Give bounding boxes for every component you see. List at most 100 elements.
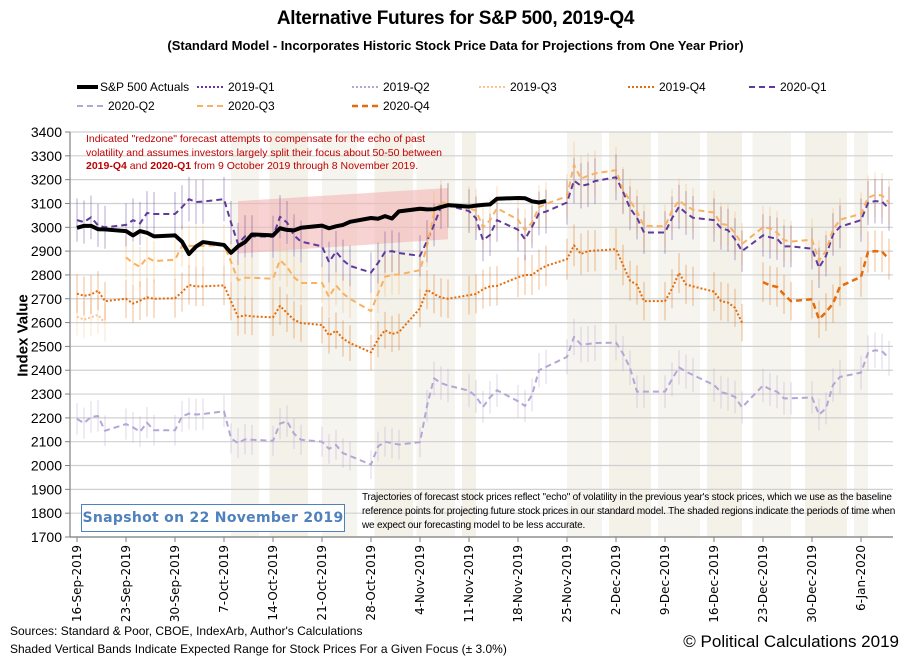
shaded-band [752,132,791,537]
y-tick-label: 2200 [31,410,62,426]
echo-annotation: Trajectories of forecast stock prices re… [362,492,896,531]
x-tick-label: 7-Oct-2019 [217,545,231,613]
y-tick-label: 1900 [31,481,62,497]
series-line-s-p-500-actuals [76,195,547,256]
x-tick-label: 4-Nov-2019 [413,545,427,615]
x-tick-label: 23-Dec-2019 [756,545,770,623]
legend-swatch [77,105,104,107]
legend-swatch [77,85,98,89]
legend-swatch [352,86,379,88]
shaded-band [231,132,259,537]
y-tick-label: 2000 [31,458,62,474]
redzone [238,187,448,254]
legend-swatch [628,86,655,88]
y-tick-label: 1700 [31,529,62,545]
shaded-bands-note: Shaded Vertical Bands Indicate Expected … [10,642,507,656]
legend-item: 2019-Q4 [627,80,706,94]
legend-label: 2020-Q1 [780,80,827,94]
y-tick-label: 2500 [31,338,62,354]
legend-swatch [197,86,224,88]
shaded-band [854,132,868,537]
legend-label: 2019-Q1 [228,80,275,94]
legend-item: 2020-Q1 [748,80,827,94]
shaded-band [609,132,651,537]
copyright: © Political Calculations 2019 [683,632,899,651]
x-tick-label: 23-Sep-2019 [119,545,133,622]
legend-label: 2019-Q3 [510,80,557,94]
y-tick-label: 3100 [31,195,62,211]
redzone-dates: from 9 October 2019 through 8 November 2… [191,160,419,172]
legend-item: 2019-Q2 [351,80,430,94]
legend-swatch [479,86,506,88]
legend-swatch [749,86,776,88]
redzone-note-line1: Indicated "redzone" forecast attempts to… [86,133,425,145]
shaded-band [658,132,700,537]
x-tick-label: 11-Nov-2019 [462,545,476,623]
y-tick-label: 3400 [31,124,62,140]
x-tick-label: 2-Dec-2019 [609,545,623,615]
y-tick-label: 3000 [31,219,62,235]
redzone-band [238,187,448,254]
x-tick-label: 14-Oct-2019 [266,545,280,621]
y-tick-label: 3300 [31,148,62,164]
legend-label: 2020-Q3 [228,99,275,113]
shaded-band [269,132,308,537]
x-tick-label: 30-Dec-2019 [805,545,819,623]
legend-label: 2019-Q4 [659,80,706,94]
y-tick-label: 2900 [31,243,62,259]
x-tick-label: 18-Nov-2019 [511,545,525,623]
x-tick-label: 9-Dec-2019 [658,545,672,615]
series-lines [76,163,890,466]
redzone-q1-label: 2020-Q1 [150,160,192,172]
y-tick-label: 1800 [31,505,62,521]
shaded-bands [231,132,868,537]
shaded-band [567,132,602,537]
legend-item: 2020-Q2 [76,99,155,113]
axes [65,131,893,542]
legend-swatch [197,105,224,107]
legend-label: 2019-Q2 [383,80,430,94]
y-tick-label: 2600 [31,315,62,331]
legend-item: 2020-Q4 [351,99,430,113]
y-tick-labels: 3400 3300 3200 3100 3000 2900 2800 2700 2600 2500… [31,124,62,545]
gridlines [70,131,893,538]
x-tick-label: 16-Dec-2019 [707,545,721,623]
snapshot-label: Snapshot on 22 November 2019 [81,504,345,532]
series-line-2020-q1 [76,176,890,274]
x-tick-label: 21-Oct-2019 [315,545,329,621]
x-tick-label: 30-Sep-2019 [168,545,182,622]
x-tick-label: 6-Jan-2020 [854,545,868,611]
legend-item: 2019-Q3 [478,80,557,94]
y-tick-label: 3200 [31,172,62,188]
series-line-2019-q3 [76,313,106,324]
shaded-band [462,132,476,537]
legend-label: 2020-Q2 [108,99,155,113]
x-tick-label: 16-Sep-2019 [70,545,84,622]
redzone-and: and [126,160,151,172]
redzone-annotation: Indicated "redzone" forecast attempts to… [86,133,486,174]
y-tick-label: 2800 [31,267,62,283]
legend-item: S&P 500 Actuals [76,80,189,94]
chart-subtitle: (Standard Model - Incorporates Historic … [167,38,744,53]
sources-note: Sources: Standard & Poor, CBOE, IndexArb… [10,624,363,638]
redzone-note-line2: volatility and assumes investors largely… [86,146,443,159]
legend-item: 2019-Q1 [196,80,275,94]
y-tick-label: 2300 [31,386,62,402]
y-tick-label: 2700 [31,291,62,307]
y-tick-label: 2400 [31,362,62,378]
x-tick-label: 25-Nov-2019 [560,545,574,623]
legend-swatch [352,104,379,108]
x-tick-labels: 16-Sep-2019 23-Sep-2019 30-Sep-2019 7-Oct-2… [70,545,868,623]
x-tick-label: 28-Oct-2019 [364,545,378,621]
series-line-2020-q4 [762,249,890,321]
shaded-band [805,132,847,537]
legend-label: 2020-Q4 [383,99,430,113]
legend-item: 2020-Q3 [196,99,275,113]
y-tick-label: 2100 [31,434,62,450]
series-line-2020-q3 [125,163,890,313]
legend-label: S&P 500 Actuals [100,80,190,94]
redzone-note-line3: 2019-Q4 and 2020-Q1 from 9 October 2019 … [86,160,486,174]
chart-title: Alternative Futures for S&P 500, 2019-Q4 [276,8,635,29]
